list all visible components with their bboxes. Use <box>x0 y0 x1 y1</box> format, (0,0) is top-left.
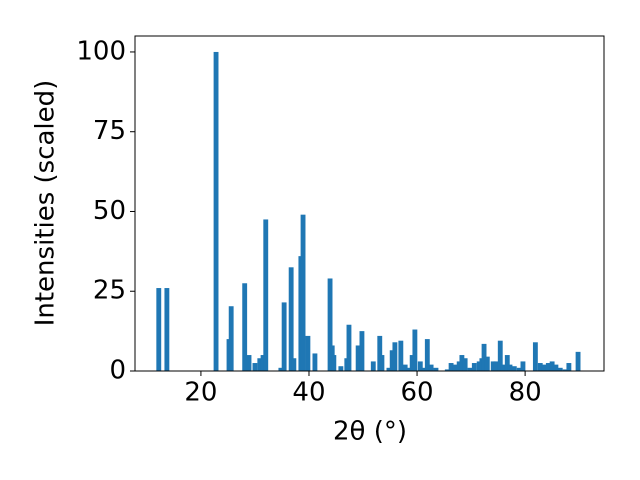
bar <box>562 369 568 371</box>
bar <box>386 367 392 371</box>
bar <box>421 367 427 371</box>
bar <box>549 361 555 371</box>
bar <box>300 214 306 371</box>
bar <box>278 367 284 371</box>
bar <box>291 358 297 371</box>
bar <box>433 367 439 371</box>
y-tick-label: 75 <box>93 116 126 146</box>
y-tick-label: 25 <box>93 276 126 306</box>
bar <box>516 367 522 371</box>
bar <box>500 364 506 371</box>
bar <box>459 355 465 371</box>
bar <box>312 353 318 371</box>
bar <box>462 358 468 371</box>
bar <box>338 366 344 371</box>
bar <box>566 363 572 371</box>
bar <box>288 267 294 371</box>
bar <box>327 278 333 371</box>
bar <box>252 363 258 371</box>
bar <box>452 364 458 371</box>
bar <box>476 361 482 371</box>
x-tick-label: 80 <box>509 378 542 408</box>
y-tick-label: 50 <box>93 196 126 226</box>
bar <box>545 363 551 371</box>
bar <box>537 363 543 371</box>
x-tick-label: 60 <box>401 378 434 408</box>
y-tick-label: 100 <box>76 36 126 66</box>
bar <box>511 366 517 371</box>
bar <box>553 364 559 371</box>
bar <box>428 364 434 371</box>
bar <box>346 324 352 371</box>
bar <box>260 355 266 371</box>
bar <box>481 343 487 371</box>
bar <box>257 358 263 371</box>
bar <box>156 288 162 371</box>
bar <box>370 361 376 371</box>
bar <box>497 340 503 371</box>
bar <box>263 219 269 371</box>
bar <box>398 340 404 371</box>
bar <box>379 355 385 371</box>
bar <box>467 367 473 371</box>
bar <box>456 361 462 371</box>
bar <box>389 350 395 371</box>
y-axis-label: Intensities (scaled) <box>31 80 61 327</box>
bar <box>331 355 337 371</box>
bar <box>228 306 234 371</box>
bar <box>532 342 538 371</box>
bar <box>484 356 490 371</box>
bar <box>355 345 361 371</box>
bar <box>392 342 398 371</box>
bar <box>448 363 454 371</box>
bar <box>575 351 581 371</box>
bar <box>305 335 311 371</box>
bar <box>417 361 423 371</box>
bar <box>490 361 496 371</box>
plot-frame <box>134 35 605 372</box>
y-tick-label: 0 <box>109 356 126 386</box>
bar <box>541 364 547 371</box>
x-tick-label: 20 <box>184 378 217 408</box>
bar <box>409 355 415 371</box>
x-axis-label: 2θ (°) <box>333 417 407 447</box>
bar <box>520 361 526 371</box>
bar <box>504 355 510 371</box>
x-tick-label: 40 <box>292 378 325 408</box>
bar <box>424 339 430 371</box>
bar <box>377 335 383 371</box>
bar <box>281 302 287 371</box>
bar <box>444 369 450 371</box>
bar <box>213 51 219 371</box>
bar <box>507 364 513 371</box>
bar <box>406 367 412 371</box>
bar <box>359 331 365 371</box>
bar <box>402 364 408 371</box>
bar <box>412 329 418 371</box>
bar <box>246 355 252 371</box>
bar <box>557 367 563 371</box>
bar <box>493 361 499 371</box>
bar <box>242 283 248 371</box>
bar <box>471 363 477 371</box>
bar <box>164 288 170 371</box>
